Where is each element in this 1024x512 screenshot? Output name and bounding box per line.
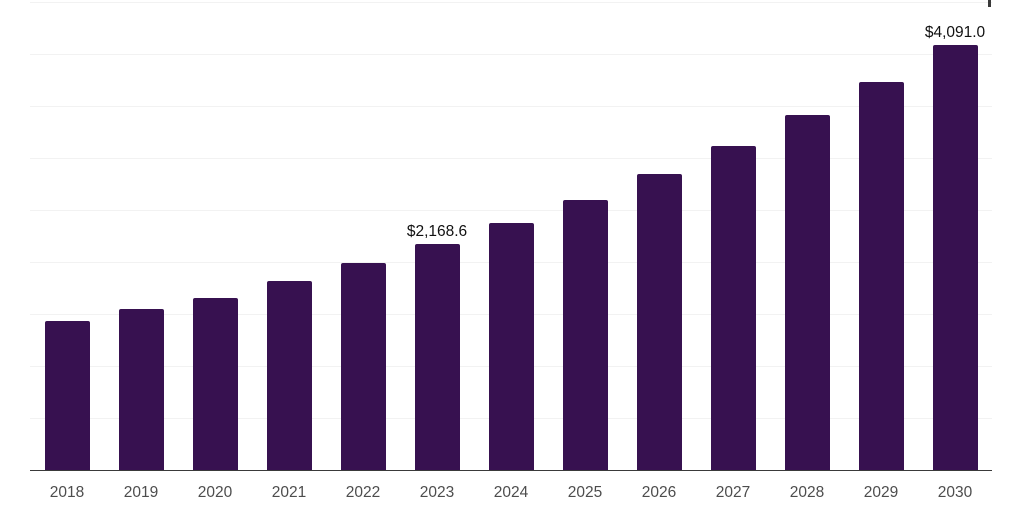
x-tick-label-2024: 2024: [493, 484, 529, 501]
bar-2030[interactable]: [932, 44, 978, 470]
x-tick-label-2027: 2027: [715, 484, 751, 501]
x-tick-label-2019: 2019: [123, 484, 159, 501]
gridline-2500: [30, 210, 992, 211]
x-tick-label-2021: 2021: [271, 484, 307, 501]
bar-2018[interactable]: [44, 321, 90, 470]
bar-2020[interactable]: [192, 297, 238, 470]
x-tick-label-2023: 2023: [419, 484, 455, 501]
bar-2022[interactable]: [340, 263, 386, 470]
x-tick-label-2022: 2022: [345, 484, 381, 501]
gridline-4500: [30, 2, 992, 3]
x-tick-label-2030: 2030: [937, 484, 973, 501]
x-tick-label-2028: 2028: [789, 484, 825, 501]
gridline-4000: [30, 54, 992, 55]
x-axis-line: [30, 470, 992, 472]
x-tick-label-2020: 2020: [197, 484, 233, 501]
bar-2019[interactable]: [118, 308, 164, 470]
bar-2026[interactable]: [636, 174, 682, 470]
bar-2021[interactable]: [266, 281, 312, 470]
caret-artifact: [988, 0, 991, 7]
value-label-2023: $2,168.6: [406, 223, 468, 241]
gridline-3500: [30, 106, 992, 107]
value-label-2030: $4,091.0: [924, 23, 986, 41]
bar-2028[interactable]: [784, 115, 830, 470]
x-tick-label-2029: 2029: [863, 484, 899, 501]
x-tick-label-2026: 2026: [641, 484, 677, 501]
bar-2027[interactable]: [710, 146, 756, 470]
x-tick-label-2018: 2018: [49, 484, 85, 501]
bar-2024[interactable]: [488, 223, 534, 470]
bar-2029[interactable]: [858, 81, 904, 470]
bar-2023[interactable]: [414, 244, 460, 470]
plot-area: $2,168.6 $4,091.0 2018 2019 2020 2021 2022 2023…: [30, 0, 992, 512]
bar-2025[interactable]: [562, 199, 608, 470]
gridline-3000: [30, 158, 992, 159]
x-tick-label-2025: 2025: [567, 484, 603, 501]
